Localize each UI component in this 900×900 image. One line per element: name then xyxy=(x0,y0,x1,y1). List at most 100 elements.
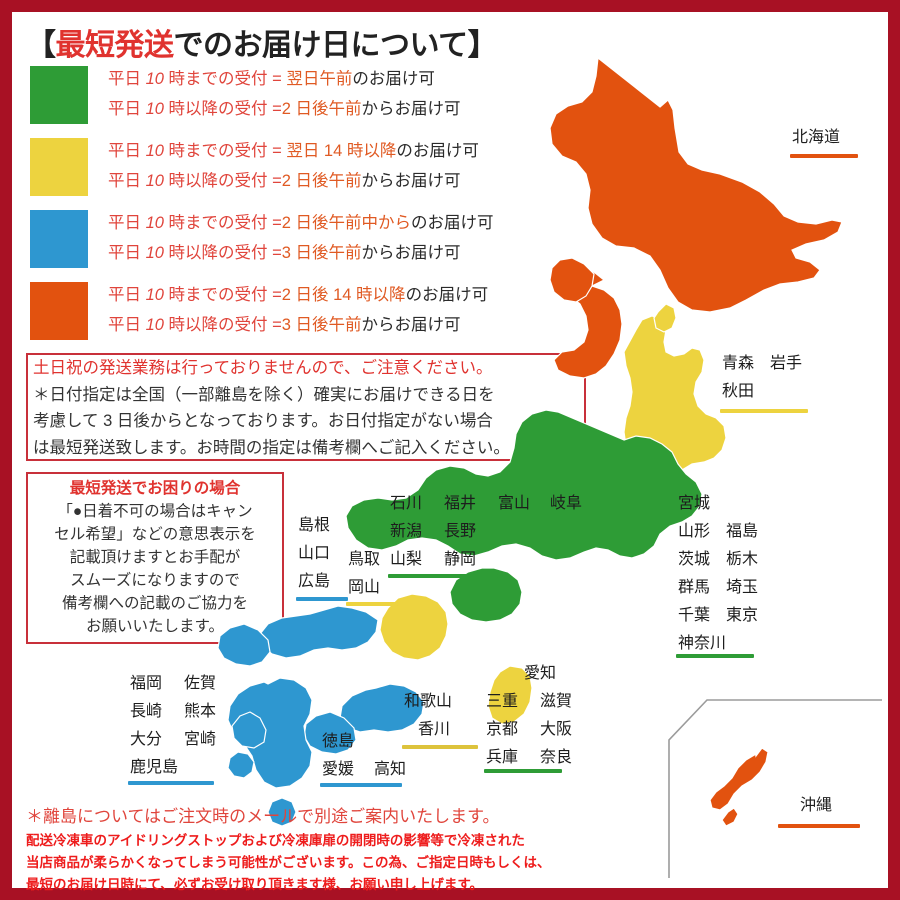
underline-kanto xyxy=(676,654,754,658)
frozen-goods-footer: 配送冷凍車のアイドリングストップおよび冷凍庫扉の開閉時の影響等で冷凍された 当店… xyxy=(26,830,586,896)
label-row: 新潟 長野 xyxy=(390,523,477,540)
underline-tohoku-north xyxy=(720,409,808,413)
map-label-okinawa: 沖縄 xyxy=(800,792,832,820)
footer-line-1: 配送冷凍車のアイドリングストップおよび冷凍庫扉の開閉時の影響等で冷凍された xyxy=(26,833,525,848)
legend-line-1: 平日 10 時までの受付 = 翌日 14 時以降のお届け可 xyxy=(108,142,479,160)
map-label-tohoku-north: 青森 岩手 秋田 xyxy=(722,350,802,406)
label-row: 石川 福井 富山 岐阜 xyxy=(390,495,583,512)
notice2-line-2: セル希望」などの意思表示を xyxy=(54,526,256,543)
cancellation-request-notice: 最短発送でお困りの場合 「●日着不可の場合はキャン セル希望」などの意思表示を … xyxy=(26,472,284,644)
label-row: 山梨 静岡 xyxy=(390,551,477,568)
region-wakayama xyxy=(487,665,533,725)
map-label-chubu: 石川 福井 富山 岐阜 新潟 長野 山梨 静岡 xyxy=(390,490,582,574)
legend-text-orange: 平日 10 時までの受付 =2 日後 14 時以降のお届け可 平日 10 時以降… xyxy=(108,280,488,340)
underline-wakayama-kagawa xyxy=(402,745,478,749)
title-bracket-close: 】 xyxy=(467,29,498,62)
label-row: 鳥取 xyxy=(348,551,381,568)
underline-kyushu xyxy=(128,781,214,785)
underline-hokkaido xyxy=(790,154,858,158)
map-label-kyushu: 福岡 佐賀 長崎 熊本 大分 宮崎 鹿児島 xyxy=(130,670,216,782)
underline-chugoku xyxy=(296,597,348,601)
notice-line-2: ＊日付指定は全国（一部離島を除く）確実にお届けできる日を xyxy=(33,385,495,404)
region-kyushu xyxy=(227,677,313,827)
region-honshu-green xyxy=(345,409,703,623)
notice-line-3: 考慮して 3 日後からとなっております。お日付指定がない場合 xyxy=(33,412,493,430)
legend-line-2: 平日 10 時以降の受付 =3 日後午前からお届け可 xyxy=(108,316,461,334)
legend-line-2: 平日 10 時以降の受付 =3 日後午前からお届け可 xyxy=(108,244,461,262)
map-label-hokkaido: 北海道 xyxy=(792,124,840,152)
footer-line-2: 当店商品が柔らかくなってしまう可能性がございます。この為、ご指定日時もしくは、 xyxy=(26,855,551,870)
title-highlight: 最短発送 xyxy=(55,29,175,62)
label-row: 青森 岩手 xyxy=(722,355,803,372)
label-row: 愛知 xyxy=(524,665,557,682)
label-row: 三重 滋賀 xyxy=(486,693,573,710)
map-label-chugoku: 島根 山口 広島 xyxy=(298,512,330,596)
underline-kansai xyxy=(484,769,562,773)
content-panel: 【最短発送でのお届け日について】 平日 10 時までの受付 = 翌日午前のお届け… xyxy=(12,12,888,892)
notice-line-1: 土日祝の発送業務は行っておりませんので、ご注意ください。 xyxy=(33,359,493,377)
label-row: 神奈川 xyxy=(678,635,727,652)
map-label-tottori-okayama: 鳥取 岡山 xyxy=(348,546,380,602)
label-row: 茨城 栃木 xyxy=(678,551,759,568)
label-row: 島根 xyxy=(298,517,331,534)
label-row: 大分 宮崎 xyxy=(130,731,217,748)
underline-okinawa xyxy=(778,824,860,828)
map-label-kansai: 愛知 三重 滋賀 京都 大阪 兵庫 奈良 xyxy=(486,660,572,772)
legend-line-1: 平日 10 時までの受付 =2 日後 14 時以降のお届け可 xyxy=(108,286,489,304)
region-shikoku xyxy=(303,683,425,755)
underline-chubu xyxy=(388,574,498,578)
map-label-kanto: 宮城 山形 福島 茨城 栃木 群馬 埼玉 千葉 東京 神奈川 xyxy=(678,490,758,658)
label-row: 北海道 xyxy=(792,129,841,146)
legend-line-1: 平日 10 時までの受付 = 翌日午前のお届け可 xyxy=(108,70,435,88)
label-row: 千葉 東京 xyxy=(678,607,759,624)
label-row: 愛媛 高知 xyxy=(322,761,407,778)
label-row: 沖縄 xyxy=(800,797,833,814)
title-rest: でのお届け日について xyxy=(173,29,469,62)
underline-tottori-okayama xyxy=(346,602,398,606)
remote-island-note: ＊離島についてはご注文時のメールで別途ご案内いたします。 xyxy=(26,807,500,826)
label-row: 京都 大阪 xyxy=(486,721,573,738)
notice2-line-5: 備考欄への記載のご協力を xyxy=(61,595,248,612)
orange-swatch xyxy=(30,282,88,340)
label-row: 山形 福島 xyxy=(678,523,759,540)
yellow-swatch xyxy=(30,138,88,196)
title-bracket-open: 【 xyxy=(26,29,56,62)
label-row: 和歌山 xyxy=(404,693,453,710)
legend-text-yellow: 平日 10 時までの受付 = 翌日 14 時以降のお届け可 平日 10 時以降の… xyxy=(108,136,479,196)
page-title: 【最短発送でのお届け日について】 xyxy=(26,20,498,64)
legend-line-1: 平日 10 時までの受付 =2 日後午前中からのお届け可 xyxy=(108,214,494,232)
label-row: 広島 xyxy=(298,573,331,590)
label-row: 徳島 xyxy=(322,733,355,750)
underline-shikoku xyxy=(320,783,402,787)
label-row: 鹿児島 xyxy=(130,759,179,776)
notice2-line-3: 記載頂けますとお手配が xyxy=(69,549,241,566)
label-row: 宮城 xyxy=(678,495,711,512)
legend-text-green: 平日 10 時までの受付 = 翌日午前のお届け可 平日 10 時以降の受付 =2… xyxy=(108,64,461,124)
notice2-header: 最短発送でお困りの場合 xyxy=(69,480,241,497)
label-row: 香川 xyxy=(418,721,451,738)
label-row: 長崎 熊本 xyxy=(130,703,217,720)
region-tottori-okayama xyxy=(379,593,449,661)
map-label-shikoku: 徳島 愛媛 高知 xyxy=(322,728,406,784)
region-chugoku xyxy=(217,605,379,667)
map-label-wakayama-kagawa: 和歌山 香川 xyxy=(404,688,452,744)
notice-line-4: は最短発送致します。お時間の指定は備考欄へご記入ください。 xyxy=(33,438,510,457)
notice2-line-4: スムーズになりますので xyxy=(70,572,240,589)
japan-map xyxy=(217,56,843,827)
okinawa-inset-frame xyxy=(668,699,882,878)
label-row: 群馬 埼玉 xyxy=(678,579,759,596)
green-swatch xyxy=(30,66,88,124)
region-okinawa xyxy=(709,747,769,827)
footer-line-3: 最短のお届け日時にて、必ずお受け取り頂きます様、お願い申し上げます。 xyxy=(26,877,483,892)
notice2-line-1: 「●日着不可の場合はキャン xyxy=(57,503,253,520)
legend-text-blue: 平日 10 時までの受付 =2 日後午前中からのお届け可 平日 10 時以降の受… xyxy=(108,208,494,268)
legend-line-2: 平日 10 時以降の受付 =2 日後午前からお届け可 xyxy=(108,172,461,190)
legend-line-2: 平日 10 時以降の受付 =2 日後午前からお届け可 xyxy=(108,100,461,118)
region-hokkaido xyxy=(549,56,843,379)
label-row: 岡山 xyxy=(348,579,381,596)
weekend-shipping-notice: 土日祝の発送業務は行っておりませんので、ご注意ください。 ＊日付指定は全国（一部… xyxy=(26,353,586,461)
label-row: 兵庫 奈良 xyxy=(486,749,573,766)
label-row: 秋田 xyxy=(722,383,755,400)
label-row: 山口 xyxy=(298,545,331,562)
notice2-line-6: お願いいたします。 xyxy=(86,618,224,635)
